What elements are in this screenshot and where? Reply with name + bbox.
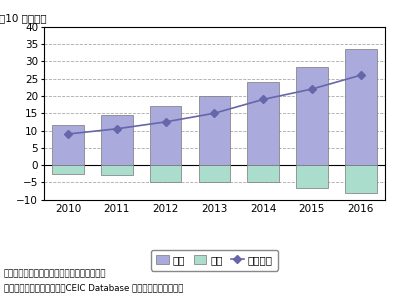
貿易収支: [163, 120, 168, 124]
Bar: [101, 165, 133, 176]
貿易収支: [66, 132, 70, 136]
Text: 備考：輸入はマイナス値であらわしている。: 備考：輸入はマイナス値であらわしている。: [4, 270, 106, 279]
Text: （10 億ドル）: （10 億ドル）: [0, 13, 47, 23]
貿易収支: [212, 111, 217, 115]
Bar: [296, 165, 328, 187]
Bar: [296, 66, 328, 165]
Legend: 輸出, 輸入, 貿易収支: 輸出, 輸入, 貿易収支: [151, 250, 278, 271]
貿易収支: [310, 87, 314, 91]
Bar: [101, 115, 133, 165]
Bar: [345, 165, 376, 193]
貿易収支: [358, 73, 363, 77]
Bar: [150, 165, 181, 182]
Line: 貿易収支: 貿易収支: [65, 72, 364, 137]
Bar: [247, 165, 279, 182]
Bar: [52, 125, 84, 165]
Bar: [198, 96, 230, 165]
Bar: [198, 165, 230, 182]
Bar: [150, 106, 181, 165]
Bar: [247, 82, 279, 165]
貿易収支: [261, 98, 266, 101]
Bar: [345, 49, 376, 165]
貿易収支: [114, 127, 119, 131]
Text: 資料：ベトナム統計総局、CEIC Database から経済産業省作成。: 資料：ベトナム統計総局、CEIC Database から経済産業省作成。: [4, 283, 183, 292]
Bar: [52, 165, 84, 174]
